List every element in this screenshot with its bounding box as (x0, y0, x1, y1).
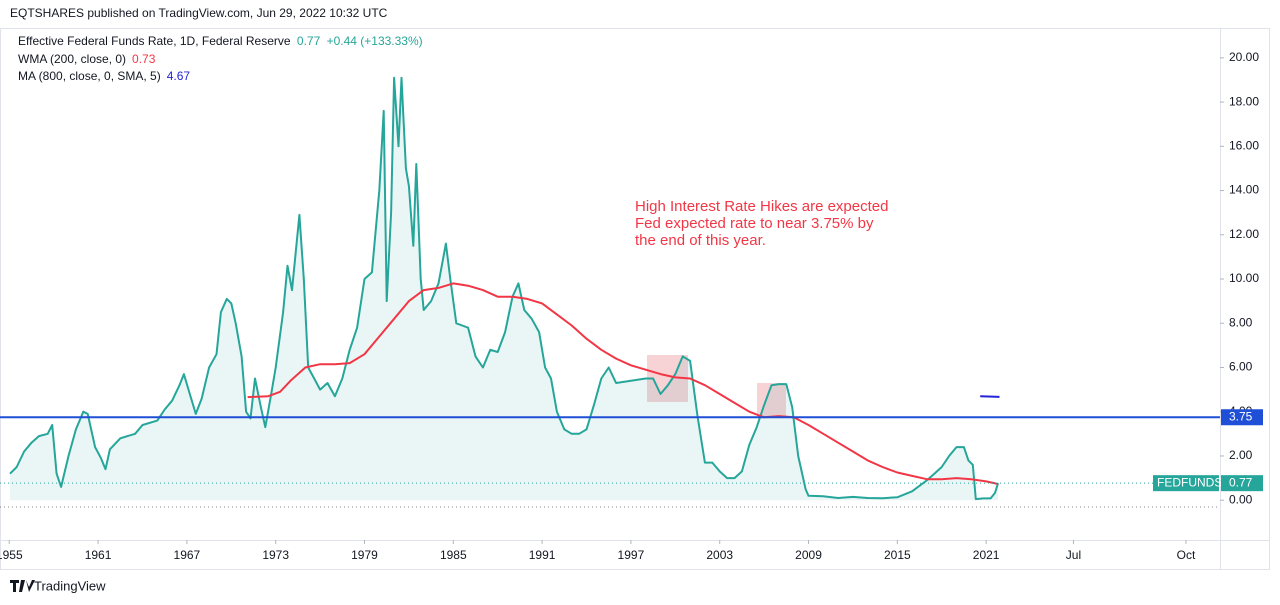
price-badge-label: 3.75 (1229, 409, 1253, 423)
symbol-badge-label: FEDFUNDS (1157, 475, 1222, 489)
x-tick-label: 1991 (529, 548, 556, 562)
x-tick-label: 1967 (174, 548, 201, 562)
y-tick-label: 10.00 (1229, 271, 1259, 285)
legend-ma: MA (800, close, 0, SMA, 5) (18, 69, 161, 83)
y-tick-label: 8.00 (1229, 315, 1253, 329)
x-tick-label: 1979 (351, 548, 378, 562)
overlay: 0.002.004.006.008.0010.0012.0014.0016.00… (0, 50, 1263, 562)
publisher: EQTSHARES published on TradingView.com, … (10, 6, 388, 20)
brand-logo (10, 580, 35, 592)
legend-value: 4.67 (167, 69, 191, 83)
x-tick-label: 1973 (262, 548, 289, 562)
brand: TradingView (34, 578, 106, 593)
x-tick-label: 2003 (706, 548, 733, 562)
annotation-line: the end of this year. (635, 232, 766, 249)
x-tick-label: Jul (1066, 548, 1081, 562)
y-tick-label: 18.00 (1229, 94, 1259, 108)
y-tick-label: 6.00 (1229, 360, 1253, 374)
x-tick-label: 2009 (795, 548, 822, 562)
legend-title: Effective Federal Funds Rate, 1D, Federa… (18, 34, 291, 48)
chart-frame (0, 28, 1270, 570)
price-badge (1221, 409, 1263, 426)
x-tick-label: 1955 (0, 548, 23, 562)
area (10, 77, 998, 501)
x-tick-label: 1961 (85, 548, 112, 562)
price-badge (1221, 475, 1263, 492)
legend-value: 0.77 (297, 34, 321, 48)
plot-area (0, 76, 1220, 501)
y-tick-label: 20.00 (1229, 50, 1259, 64)
annotation-line: High Interest Rate Hikes are expected (635, 198, 888, 215)
x-tick-label: 2021 (973, 548, 1000, 562)
x-tick-label: 1997 (618, 548, 645, 562)
legend-change: +0.44 (+133.33%) (327, 34, 423, 48)
x-tick-label: 2015 (884, 548, 911, 562)
series-line (247, 282, 999, 485)
y-tick-label: 14.00 (1229, 183, 1259, 197)
symbol-badge (1153, 475, 1219, 492)
y-tick-label: 0.00 (1229, 492, 1253, 506)
annotation-line: Fed expected rate to near 3.75% by (635, 215, 874, 232)
x-tick-label: Oct (1177, 548, 1196, 562)
series-line (980, 395, 1000, 398)
legend-wma: WMA (200, close, 0) (18, 52, 126, 66)
y-tick-label: 12.00 (1229, 227, 1259, 241)
series-line (9, 76, 999, 501)
y-tick-label: 2.00 (1229, 448, 1253, 462)
legend-value: 0.73 (132, 52, 156, 66)
y-tick-label: 16.00 (1229, 138, 1259, 152)
price-badge-label: 0.77 (1229, 475, 1253, 489)
x-tick-label: 1985 (440, 548, 467, 562)
